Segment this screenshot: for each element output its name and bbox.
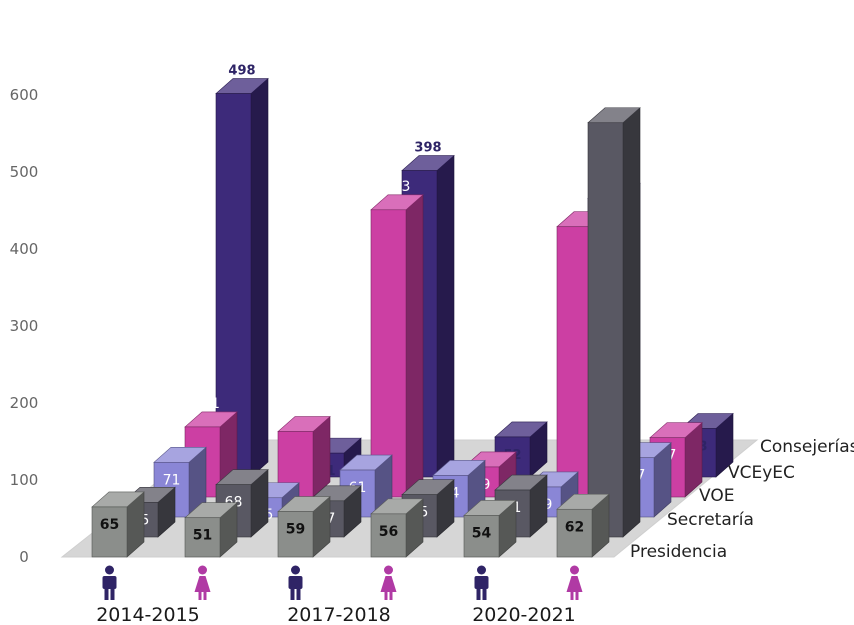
y-tick-label: 0	[19, 548, 29, 566]
y-tick-label: 500	[10, 163, 39, 181]
bar-side-face	[405, 194, 424, 498]
data-label: 56	[379, 524, 398, 540]
bar-side-face	[250, 77, 269, 478]
data-label: 398	[414, 141, 441, 156]
bar-front-face	[184, 517, 221, 558]
bar	[587, 107, 641, 538]
bar-side-face	[622, 107, 641, 538]
row-label: VCEyEC	[728, 463, 795, 483]
row-label: VOE	[699, 486, 734, 506]
male-icon	[102, 565, 117, 600]
period-label: 2020-2021	[472, 604, 576, 625]
bar	[277, 495, 331, 558]
bar	[184, 502, 238, 558]
bar	[370, 498, 424, 558]
bar	[370, 194, 424, 498]
male-icon	[474, 565, 489, 600]
female-icon	[566, 565, 583, 600]
data-label: 65	[100, 517, 119, 533]
y-tick-label: 400	[10, 240, 39, 258]
data-label: 54	[472, 525, 492, 541]
data-label: 51	[193, 528, 212, 544]
y-tick-label: 600	[10, 86, 39, 104]
bar	[463, 499, 517, 558]
bar-front-face	[91, 506, 128, 558]
data-label: 62	[565, 519, 584, 535]
bar-front-face	[277, 511, 314, 558]
y-tick-label: 100	[10, 471, 39, 489]
row-label: Secretaría	[667, 510, 754, 530]
bar	[556, 493, 610, 558]
data-label: 373	[384, 179, 411, 195]
period-label: 2017-2018	[287, 604, 391, 625]
period-label: 2014-2015	[96, 604, 200, 625]
bar-side-face	[436, 154, 455, 478]
bar-front-face	[587, 122, 624, 538]
data-label: 85	[295, 401, 313, 417]
bar-front-face	[463, 515, 500, 558]
bar	[91, 491, 145, 558]
female-icon	[194, 565, 211, 600]
bar-front-face	[370, 209, 407, 498]
data-label: 71	[163, 472, 181, 488]
data-label: 538	[601, 92, 628, 108]
female-icon	[380, 565, 397, 600]
row-label: Presidencia	[630, 542, 727, 562]
data-label: 498	[228, 64, 255, 79]
male-icon	[288, 565, 303, 600]
bar-front-face	[370, 513, 407, 558]
y-tick-label: 200	[10, 394, 39, 412]
bar-front-face	[556, 226, 593, 498]
bar-front-face	[556, 508, 593, 558]
row-label: Consejerías	[760, 437, 854, 457]
y-tick-label: 300	[10, 317, 39, 335]
data-label: 59	[286, 522, 305, 538]
data-label: 91	[202, 396, 220, 412]
bar	[215, 468, 269, 538]
